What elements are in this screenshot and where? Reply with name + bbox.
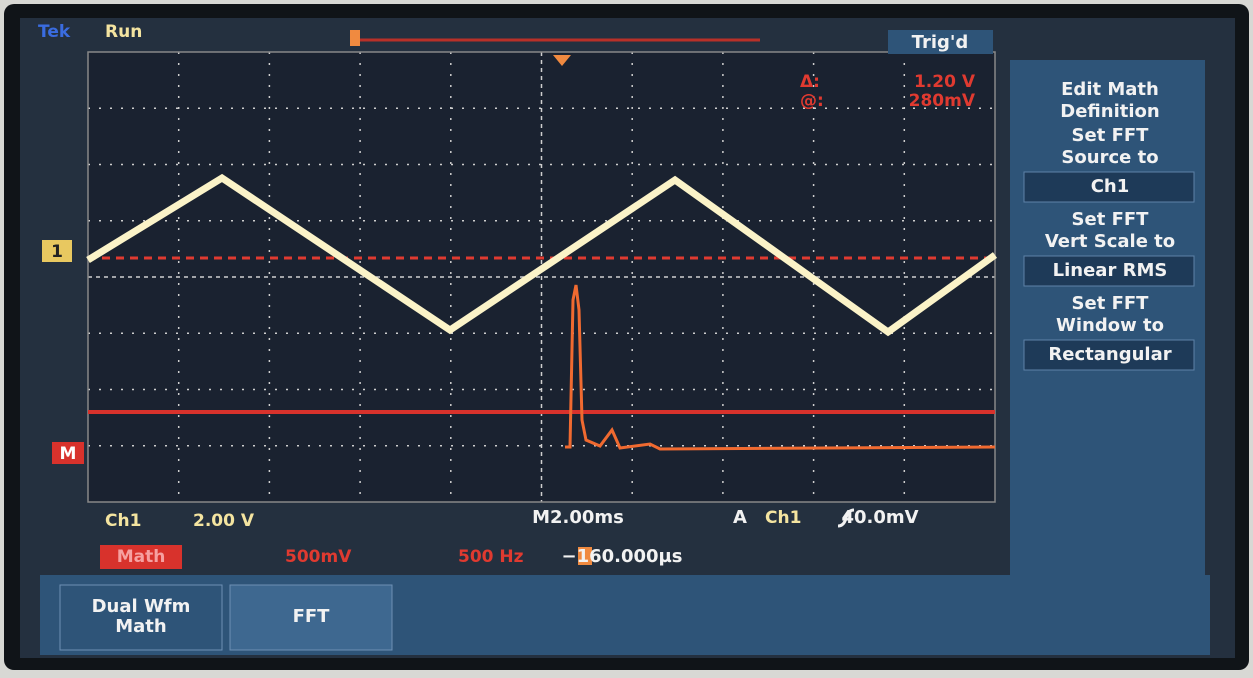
button-label: Math xyxy=(115,616,166,637)
cursor-at-label: @: xyxy=(800,91,824,111)
ch1-marker-label: 1 xyxy=(51,242,63,262)
button-label: Dual Wfm xyxy=(92,596,191,617)
option-value: Rectangular xyxy=(1048,344,1171,365)
brand: Tek xyxy=(38,22,71,42)
trigger-source: Ch1 xyxy=(765,508,801,528)
menu-item-label: Definition xyxy=(1060,101,1159,122)
cursor-delta-label: Δ: xyxy=(800,72,820,92)
menu-item-label: Set FFT xyxy=(1072,125,1150,146)
option-box xyxy=(1023,171,1195,203)
side-menu-panel xyxy=(1010,60,1205,600)
button-label: FFT xyxy=(293,606,331,627)
trigger-mode: A xyxy=(733,507,747,528)
menu-item-label: Edit Math xyxy=(1061,79,1159,100)
cursor-delta-value: 1.20 V xyxy=(914,72,976,92)
fft-waveform xyxy=(565,284,996,451)
trigger-state: Trig'd xyxy=(912,32,969,53)
trigger-slope-icon xyxy=(837,508,855,528)
menu-item-label: Window to xyxy=(1056,315,1164,336)
menu-item-label: Source to xyxy=(1061,147,1158,168)
timebase: M2.00ms xyxy=(532,507,624,528)
horizontal-position: −160.000µs xyxy=(561,546,682,567)
menu-item-label: Vert Scale to xyxy=(1045,231,1175,252)
graticule xyxy=(87,51,996,503)
menu-item-label: Set FFT xyxy=(1072,293,1150,314)
option-box xyxy=(1023,339,1195,371)
option-value: Linear RMS xyxy=(1053,260,1168,281)
button-box xyxy=(59,584,223,651)
run-status: Run xyxy=(105,22,142,42)
record-marker xyxy=(350,30,360,46)
cursor-at-value: 280mV xyxy=(909,91,976,111)
ch1-waveform xyxy=(86,173,998,337)
math-marker-label: M xyxy=(60,444,77,464)
trigger-level: 40.0mV xyxy=(841,507,918,528)
position-icon xyxy=(578,547,592,565)
ch1-marker xyxy=(42,240,72,262)
option-value: Ch1 xyxy=(1091,176,1130,197)
math-marker xyxy=(52,442,84,464)
math-label-box xyxy=(100,545,182,569)
menu-button[interactable]: FFT xyxy=(229,584,393,651)
trigger-position-marker xyxy=(553,55,571,66)
graticule-border xyxy=(87,51,996,503)
menu-item-label: Set FFT xyxy=(1072,209,1150,230)
math-scale: 500mV xyxy=(285,547,352,567)
button-box xyxy=(229,584,393,651)
option-box xyxy=(1023,255,1195,287)
trigger-state-box xyxy=(888,30,993,54)
ch1-label: Ch1 xyxy=(105,511,141,531)
ch1-scale: 2.00 V xyxy=(193,511,255,531)
math-label: Math xyxy=(117,547,166,567)
math-frequency: 500 Hz xyxy=(458,547,524,567)
